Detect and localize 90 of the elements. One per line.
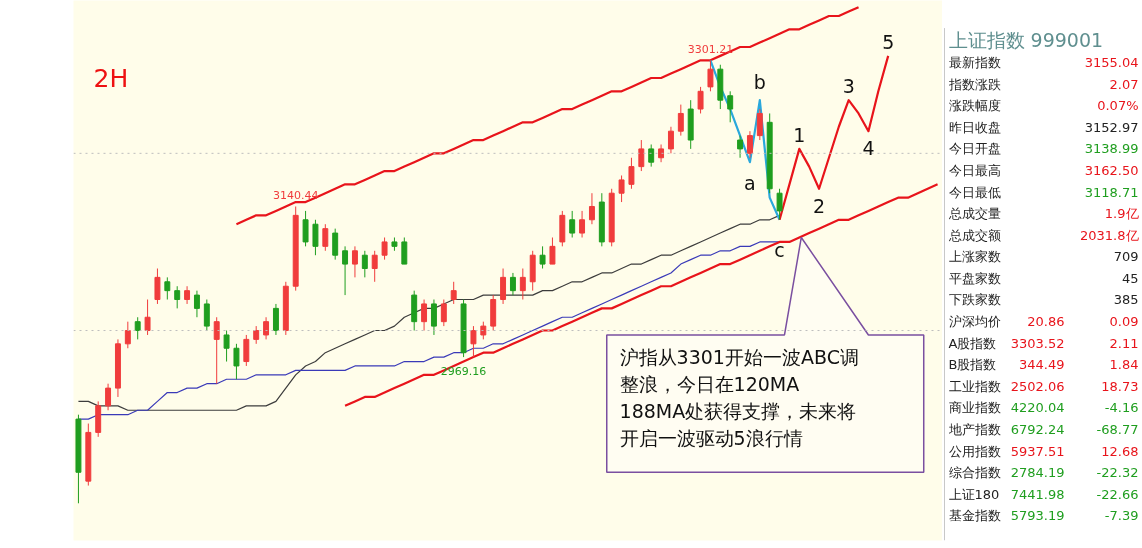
candlestick	[272, 303, 279, 336]
candlestick	[697, 86, 704, 114]
candlestick	[450, 281, 457, 305]
candlestick	[213, 316, 220, 385]
candlestick	[144, 299, 151, 336]
annotation: 4	[862, 137, 875, 160]
candlestick	[588, 192, 595, 225]
text: 商业指数 4220.04 -4.16	[948, 400, 1139, 416]
candlestick	[223, 330, 230, 363]
text: 基金指数 5793.19 -7.39	[948, 508, 1139, 524]
candlestick	[193, 290, 200, 318]
candlestick	[263, 316, 270, 340]
text: 上证180 7441.98 -22.66	[948, 486, 1139, 502]
candlestick	[638, 139, 645, 172]
candlestick	[727, 90, 734, 123]
annotation: 2	[813, 194, 826, 217]
candlestick	[648, 143, 655, 168]
text: 综合指数 2784.19 -22.32	[948, 465, 1139, 481]
candlestick	[756, 108, 763, 141]
candlestick	[342, 245, 349, 296]
annotation: b	[753, 71, 766, 94]
text: 指数涨跌 2.07	[948, 76, 1139, 92]
candlestick	[351, 245, 358, 278]
text: 工业指数 2502.06 18.73	[948, 378, 1139, 394]
candlestick	[312, 219, 319, 256]
candlestick	[302, 210, 309, 247]
candlestick	[421, 299, 428, 332]
text: 今日开盘 3138.99	[948, 141, 1139, 157]
candlestick	[500, 268, 507, 305]
candlestick	[124, 321, 131, 349]
candlestick	[322, 223, 329, 252]
candlestick	[549, 237, 556, 265]
annotation: 开启一波驱动5浪行情	[619, 427, 803, 450]
annotation: 整浪，今日在120MA	[619, 373, 800, 396]
candlestick	[628, 157, 635, 190]
text: 平盘家数 45	[948, 270, 1139, 286]
text: 上证指数 999001	[948, 28, 1104, 51]
candlestick	[519, 268, 526, 301]
chart-title: 2H	[93, 64, 129, 93]
text: 公用指数 5937.51 12.68	[948, 443, 1139, 459]
text: 总成交额 2031.8亿	[948, 227, 1139, 243]
candlestick	[579, 210, 586, 238]
text: 3301.21	[687, 43, 734, 57]
candlestick	[332, 228, 339, 261]
candlestick	[509, 272, 516, 296]
candlestick	[401, 237, 408, 265]
candlestick	[677, 104, 684, 137]
annotation: 3	[842, 75, 855, 98]
candlestick	[164, 276, 171, 301]
text: 总成交量 1.9亿	[948, 206, 1139, 222]
candlestick	[233, 343, 240, 380]
candlestick	[381, 237, 388, 261]
candlestick	[776, 188, 783, 221]
candlestick	[203, 299, 210, 332]
candlestick	[105, 383, 112, 411]
candlestick	[667, 126, 674, 154]
text: 昨日收盘 3152.97	[948, 119, 1139, 135]
annotation: c	[774, 238, 785, 261]
annotation: 沪指从3301开始一波ABC调	[619, 346, 859, 369]
candlestick	[707, 59, 714, 92]
annotation: 1	[793, 123, 806, 146]
text: A股指数 3303.52 2.11	[948, 335, 1139, 351]
candlestick	[174, 285, 181, 309]
candlestick	[154, 268, 161, 305]
text: 下跌家数 385	[948, 292, 1139, 308]
candlestick	[361, 250, 368, 278]
candlestick	[737, 135, 744, 159]
candlestick	[618, 174, 625, 203]
text: 地产指数 6792.24 -68.77	[948, 421, 1139, 437]
annotation: a	[744, 172, 756, 195]
annotation: 2969.16	[440, 365, 487, 379]
candlestick	[134, 316, 141, 340]
candlestick	[243, 334, 250, 367]
candlestick	[371, 250, 378, 283]
annotation: 3140.44	[272, 189, 319, 203]
text: 今日最高 3162.50	[948, 162, 1139, 178]
candlestick	[746, 130, 753, 159]
text: B股指数 344.49 1.84	[948, 357, 1139, 373]
text: 上涨家数 709	[948, 249, 1139, 265]
text: 今日最低 3118.71	[948, 184, 1139, 200]
text: 沪深均价 20.86 0.09	[948, 314, 1139, 330]
candlestick	[539, 245, 546, 270]
candlestick	[470, 325, 477, 358]
text: 5	[882, 30, 895, 53]
text: 涨跌幅度 0.07%	[948, 98, 1139, 114]
candlestick	[440, 299, 447, 327]
candlestick	[430, 299, 437, 336]
text: 最新指数 3155.04	[948, 55, 1139, 71]
annotation: 188MA处获得支撑，未来将	[619, 400, 857, 423]
candlestick	[569, 210, 576, 238]
